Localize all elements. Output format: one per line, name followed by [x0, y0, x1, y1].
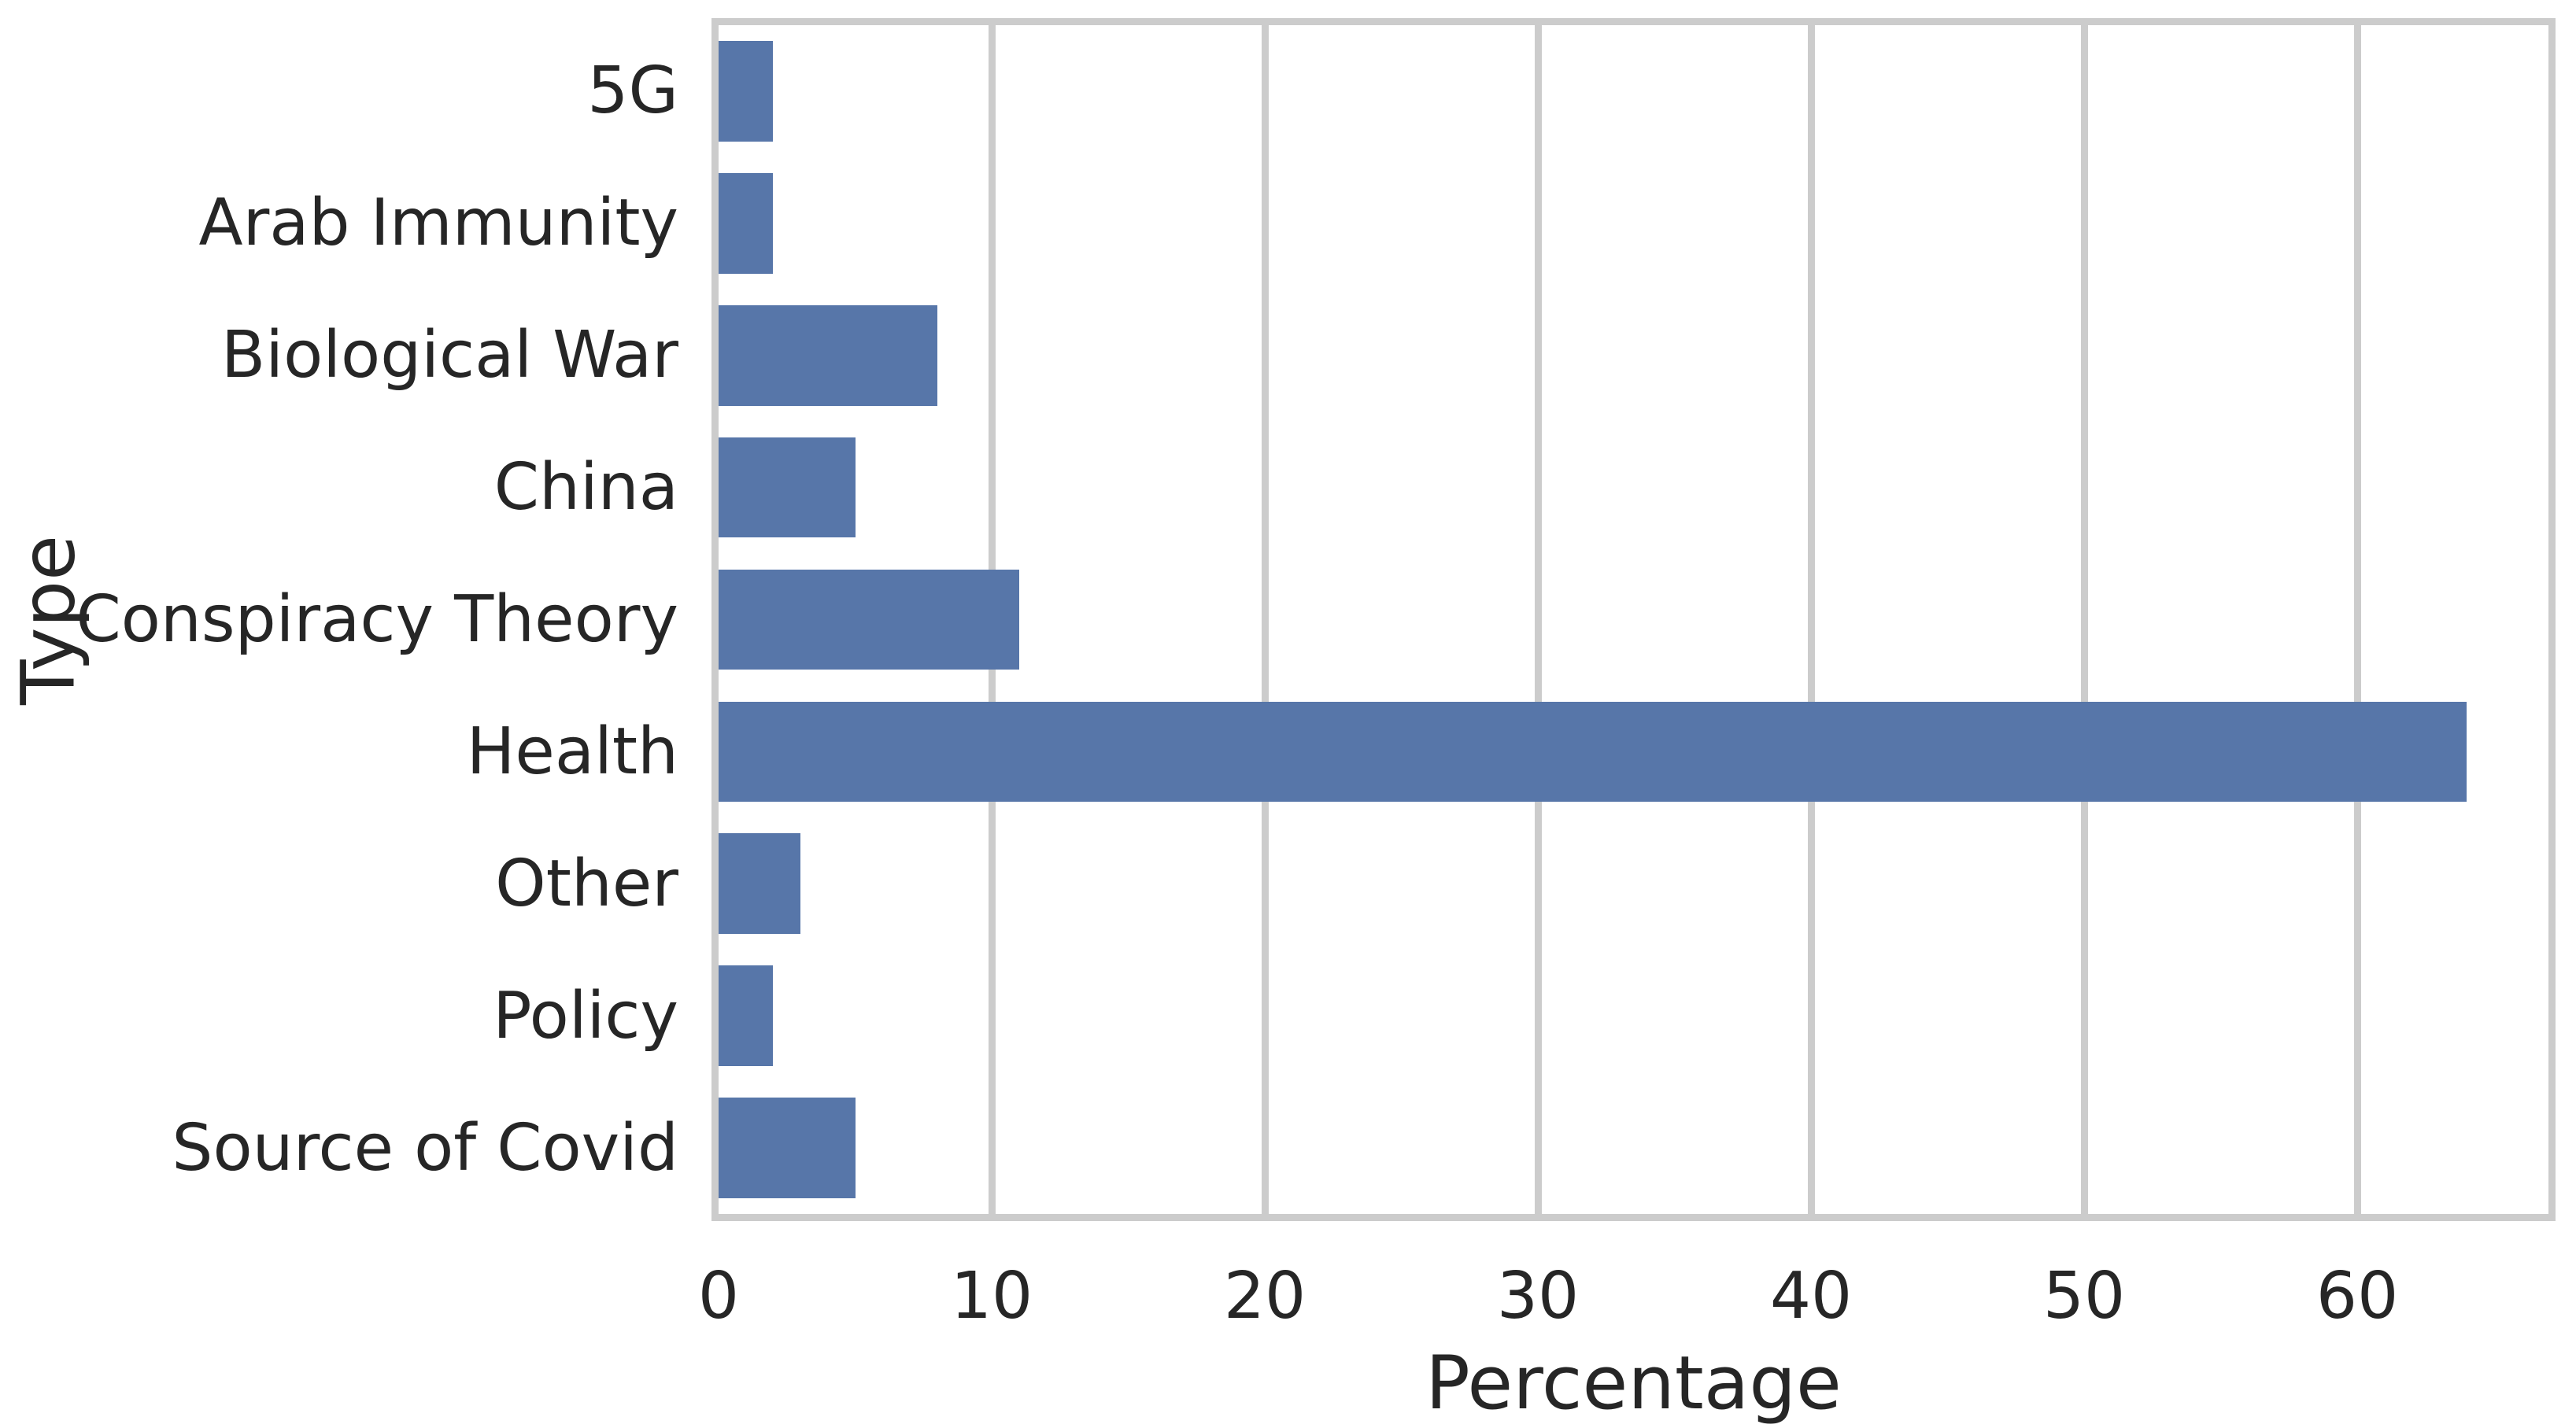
y-tick-label: Policy — [493, 978, 678, 1053]
plot-inner — [719, 25, 2548, 1214]
x-tick-label: 0 — [697, 1259, 740, 1334]
x-tick-label: 10 — [950, 1259, 1033, 1334]
y-tick-label: Arab Immunity — [198, 186, 678, 261]
bars-layer — [719, 25, 2548, 1214]
bar-policy — [719, 965, 774, 1066]
bar-row — [719, 554, 2548, 686]
x-tick-label: 20 — [1223, 1259, 1306, 1334]
gridline-x-60 — [2354, 25, 2362, 1214]
y-tick-labels: 5G Arab Immunity Biological War China Conspi… — [0, 25, 678, 1214]
x-tick-labels: 0 10 20 30 40 50 60 — [698, 1257, 2548, 1336]
gridline-x-40 — [1808, 25, 1816, 1214]
bar-conspiracy-theory — [719, 569, 1019, 670]
bar-row — [719, 685, 2548, 817]
x-tick-label: 50 — [2042, 1259, 2126, 1334]
y-tick-label: 5G — [587, 54, 678, 129]
y-tick-label: Other — [495, 846, 678, 921]
bar-row — [719, 817, 2548, 950]
bar-row — [719, 290, 2548, 422]
x-tick-label: 60 — [2315, 1259, 2399, 1334]
gridline-x-50 — [2081, 25, 2089, 1214]
bar-china — [719, 437, 856, 538]
gridline-x-20 — [1262, 25, 1270, 1214]
bar-row — [719, 422, 2548, 554]
bar-row — [719, 25, 2548, 157]
y-tick-label: Biological War — [221, 318, 678, 393]
bar-5g — [719, 41, 774, 142]
plot-area — [711, 18, 2556, 1221]
x-axis-title: Percentage — [1425, 1341, 1842, 1426]
y-tick-label: China — [493, 450, 678, 526]
y-tick-label: Health — [466, 714, 678, 789]
bar-health — [719, 701, 2467, 803]
bar-row — [719, 1082, 2548, 1214]
bar-source-of-covid — [719, 1098, 856, 1198]
bar-biological-war — [719, 304, 937, 406]
x-tick-label: 40 — [1769, 1259, 1853, 1334]
bar-row — [719, 950, 2548, 1082]
y-tick-label: Conspiracy Theory — [76, 582, 678, 657]
y-tick-label: Source of Covid — [172, 1110, 678, 1186]
gridline-x-30 — [1535, 25, 1543, 1214]
bar-arab-immunity — [719, 173, 774, 274]
x-tick-label: 30 — [1496, 1259, 1580, 1334]
bar-other — [719, 833, 801, 935]
bar-row — [719, 157, 2548, 290]
